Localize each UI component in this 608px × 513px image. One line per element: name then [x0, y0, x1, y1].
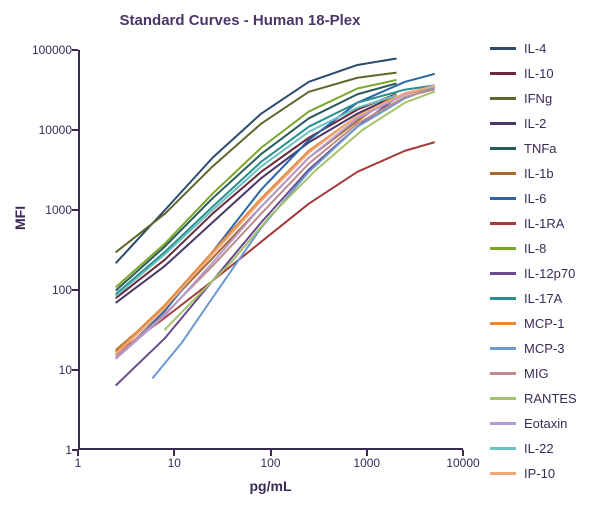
legend-swatch [490, 197, 516, 200]
legend-swatch [490, 222, 516, 225]
legend-item: IL-6 [490, 186, 600, 211]
y-tick-mark [72, 49, 78, 51]
legend-item: IL-2 [490, 111, 600, 136]
y-tick-label: 10 [59, 363, 72, 377]
y-tick-label: 100000 [32, 43, 72, 57]
legend-item: IL-22 [490, 436, 600, 461]
series-line [116, 98, 395, 385]
legend-label: MIG [524, 366, 549, 381]
legend-label: MCP-1 [524, 316, 564, 331]
chart-container: Standard Curves - Human 18-Plex MFI pg/m… [0, 0, 608, 513]
legend-label: IL-1RA [524, 216, 564, 231]
x-tick-mark [173, 450, 175, 456]
legend-swatch [490, 47, 516, 50]
legend-item: RANTES [490, 386, 600, 411]
legend-item: MCP-1 [490, 311, 600, 336]
y-tick-label: 1000 [45, 203, 72, 217]
legend-label: IL-10 [524, 66, 554, 81]
legend: IL-4 IL-10 IFNg IL-2 TNFa IL-1b IL-6 IL-1RA IL-8… [490, 36, 600, 486]
y-tick-mark [72, 369, 78, 371]
legend-swatch [490, 422, 516, 425]
legend-swatch [490, 297, 516, 300]
x-tick-mark [270, 450, 272, 456]
legend-label: IL-6 [524, 191, 546, 206]
x-tick-label: 1 [75, 456, 82, 470]
legend-label: IL-17A [524, 291, 562, 306]
legend-swatch [490, 247, 516, 250]
legend-item: IL-12p70 [490, 261, 600, 286]
x-tick-mark [77, 450, 79, 456]
y-tick-label: 10000 [39, 123, 72, 137]
legend-swatch [490, 97, 516, 100]
legend-label: IL-1b [524, 166, 554, 181]
legend-label: Eotaxin [524, 416, 567, 431]
legend-item: Eotaxin [490, 411, 600, 436]
legend-label: IL-2 [524, 116, 546, 131]
legend-swatch [490, 447, 516, 450]
x-tick-label: 10 [168, 456, 181, 470]
chart-title: Standard Curves - Human 18-Plex [0, 12, 480, 29]
line-series-layer [78, 50, 463, 450]
legend-label: IFNg [524, 91, 552, 106]
legend-swatch [490, 272, 516, 275]
x-tick-label: 100 [260, 456, 280, 470]
legend-item: IL-10 [490, 61, 600, 86]
x-tick-mark [366, 450, 368, 456]
x-tick-label: 1000 [353, 456, 380, 470]
legend-label: TNFa [524, 141, 557, 156]
legend-item: TNFa [490, 136, 600, 161]
legend-swatch [490, 472, 516, 475]
legend-item: IL-17A [490, 286, 600, 311]
legend-item: MCP-3 [490, 336, 600, 361]
x-tick-mark [462, 450, 464, 456]
legend-item: IL-1RA [490, 211, 600, 236]
legend-swatch [490, 372, 516, 375]
legend-item: IL-1b [490, 161, 600, 186]
y-axis-label: MFI [12, 206, 28, 230]
legend-label: IL-4 [524, 41, 546, 56]
legend-item: MIG [490, 361, 600, 386]
legend-swatch [490, 172, 516, 175]
legend-item: IL-8 [490, 236, 600, 261]
legend-item: IL-4 [490, 36, 600, 61]
legend-label: IL-22 [524, 441, 554, 456]
series-line [116, 73, 395, 252]
series-line [116, 86, 434, 359]
y-tick-label: 100 [52, 283, 72, 297]
legend-label: IL-12p70 [524, 266, 575, 281]
legend-swatch [490, 322, 516, 325]
series-line [116, 86, 434, 294]
plot-area: 110100100010000100000 110100100010000 [78, 50, 463, 450]
legend-swatch [490, 347, 516, 350]
legend-label: MCP-3 [524, 341, 564, 356]
y-tick-mark [72, 129, 78, 131]
y-tick-label: 1 [65, 443, 72, 457]
legend-swatch [490, 122, 516, 125]
y-tick-mark [72, 289, 78, 291]
legend-item: IFNg [490, 86, 600, 111]
legend-label: IP-10 [524, 466, 555, 481]
legend-item: IP-10 [490, 461, 600, 486]
legend-swatch [490, 397, 516, 400]
x-tick-label: 10000 [446, 456, 479, 470]
legend-label: IL-8 [524, 241, 546, 256]
legend-label: RANTES [524, 391, 577, 406]
x-axis-label: pg/mL [78, 478, 463, 494]
legend-swatch [490, 72, 516, 75]
legend-swatch [490, 147, 516, 150]
y-tick-mark [72, 209, 78, 211]
